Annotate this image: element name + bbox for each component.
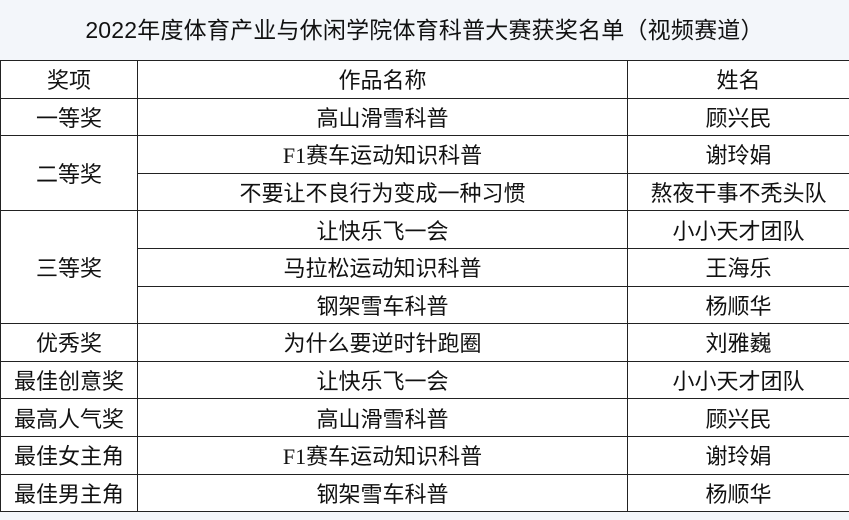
header-name: 姓名 [627, 60, 849, 99]
awards-table: 奖项 作品名称 姓名 一等奖 高山滑雪科普 顾兴民 二等奖 F1赛车运动知识科普… [0, 60, 849, 513]
award-cell: 三等奖 [0, 210, 138, 325]
award-cell: 优秀奖 [0, 323, 138, 362]
table-row: 最佳男主角 钢架雪车科普 杨顺华 [0, 473, 849, 513]
work-cell: F1赛车运动知识科普 [137, 135, 628, 174]
header-award: 奖项 [0, 60, 138, 99]
work-cell: 钢架雪车科普 [137, 473, 628, 513]
work-cell: 让快乐飞一会 [137, 360, 628, 400]
name-cell: 杨顺华 [627, 285, 849, 325]
table-row: 不要让不良行为变成一种习惯 熬夜干事不秃头队 [1, 172, 849, 212]
table-row: 最高人气奖 高山滑雪科普 顾兴民 [0, 398, 849, 437]
table-row: 二等奖 F1赛车运动知识科普 谢玲娟 [0, 135, 849, 212]
award-cell: 最佳女主角 [0, 435, 138, 475]
name-cell: 小小天才团队 [627, 210, 849, 249]
work-cell: 高山滑雪科普 [137, 398, 628, 437]
award-cell: 二等奖 [0, 135, 138, 212]
work-cell: 不要让不良行为变成一种习惯 [137, 172, 628, 212]
work-cell: 马拉松运动知识科普 [137, 247, 628, 287]
document-title: 2022年度体育产业与休闲学院体育科普大赛获奖名单（视频赛道） [85, 17, 764, 43]
table-row: 一等奖 高山滑雪科普 顾兴民 [0, 97, 849, 137]
award-cell: 最佳男主角 [0, 473, 138, 513]
work-cell: F1赛车运动知识科普 [137, 435, 628, 475]
award-cell: 一等奖 [0, 97, 138, 137]
award-cell: 最高人气奖 [0, 398, 138, 437]
award-cell: 最佳创意奖 [0, 360, 138, 400]
work-cell: 钢架雪车科普 [137, 285, 628, 325]
table-row: 优秀奖 为什么要逆时针跑圈 刘雅巍 [0, 323, 849, 362]
name-cell: 顾兴民 [627, 398, 849, 437]
name-cell: 小小天才团队 [627, 360, 849, 400]
name-cell: 刘雅巍 [627, 323, 849, 362]
table-header-row: 奖项 作品名称 姓名 [0, 60, 849, 99]
name-cell: 杨顺华 [627, 473, 849, 513]
name-cell: 顾兴民 [627, 97, 849, 137]
table-row: 最佳女主角 F1赛车运动知识科普 谢玲娟 [0, 435, 849, 475]
table-row: 三等奖 让快乐飞一会 小小天才团队 [0, 210, 849, 325]
name-cell: 熬夜干事不秃头队 [627, 172, 849, 212]
name-cell: 谢玲娟 [627, 435, 849, 475]
header-work: 作品名称 [137, 60, 628, 99]
table-row: 最佳创意奖 让快乐飞一会 小小天才团队 [0, 360, 849, 400]
name-cell: 谢玲娟 [627, 135, 849, 174]
work-cell: 高山滑雪科普 [137, 97, 628, 137]
work-cell: 让快乐飞一会 [137, 210, 628, 249]
name-cell: 王海乐 [627, 247, 849, 287]
work-cell: 为什么要逆时针跑圈 [137, 323, 628, 362]
